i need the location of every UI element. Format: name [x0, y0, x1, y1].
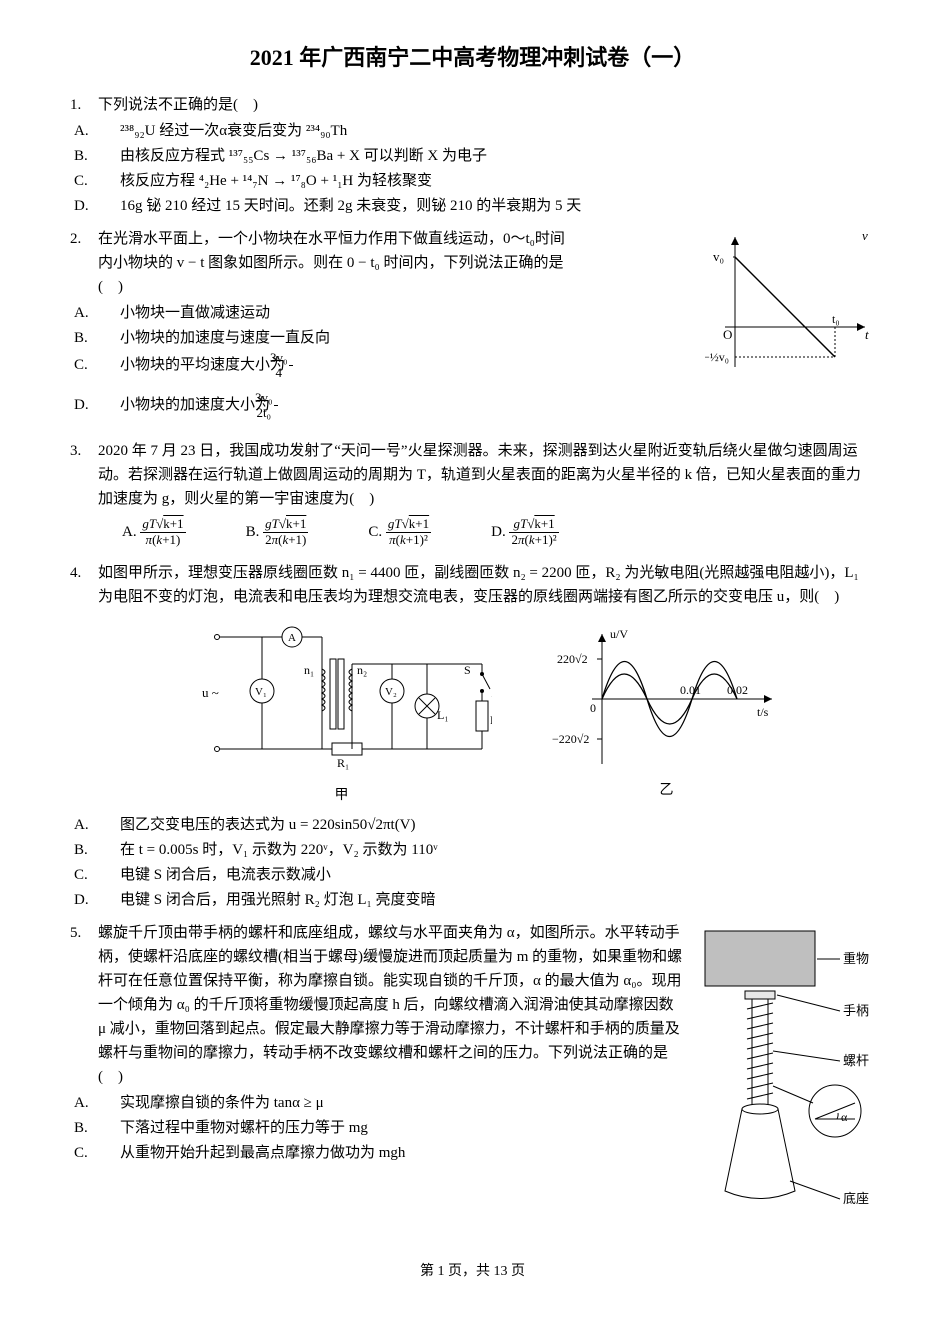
option-D: D.电键 S 闭合后，用强光照射 R₂ 灯泡 L₁ 亮度变暗 — [98, 888, 875, 912]
option-D: D.小物块的加速度大小为 3v₀2t₀ — [98, 391, 695, 421]
question-number: 3. — [70, 439, 98, 553]
svg-text:n₁: n₁ — [304, 663, 314, 677]
question-4: 4. 如图甲所示，理想变压器原线圈匝数 n₁ = 4400 匝，副线圈匝数 n₂… — [70, 561, 875, 913]
option-C: C. gT√k+1π(k+1)² — [368, 517, 431, 547]
option-B: B.在 t = 0.005s 时，V₁ 示数为 220ᵛ，V₂ 示数为 110ᵛ — [98, 838, 875, 862]
option-B: B.下落过程中重物对螺杆的压力等于 mg — [98, 1116, 685, 1140]
svg-text:−½v₀: −½v₀ — [705, 350, 729, 364]
option-A: A.实现摩擦自锁的条件为 tanα ≥ μ — [98, 1091, 685, 1115]
q2-graph: v v₀ O t₀ t −½v₀ — [705, 227, 875, 385]
option-A: A.图乙交变电压的表达式为 u = 220sin50√2πt(V) — [98, 813, 875, 837]
q5-jack-diagram: 重物 手柄 螺杆 — [695, 921, 885, 1229]
option-B: B.小物块的加速度与速度一直反向 — [98, 326, 695, 350]
page-title: 2021 年广西南宁二中高考物理冲刺试卷（一） — [70, 40, 875, 75]
question-3: 3. 2020 年 7 月 23 日，我国成功发射了“天问一号”火星探测器。未来… — [70, 439, 875, 553]
svg-text:0: 0 — [590, 701, 596, 715]
option-B: B.由核反应方程式 ¹³⁷₅₅Cs → ¹³⁷₅₆Ba + X 可以判断 X 为… — [98, 144, 875, 168]
svg-text:V₂: V₂ — [385, 686, 397, 698]
question-stem: 螺旋千斤顶由带手柄的螺杆和底座组成，螺纹与水平面夹角为 α，如图所示。水平转动手… — [98, 921, 685, 1089]
svg-text:v: v — [862, 228, 868, 243]
question-stem: 在光滑水平面上，一个小物块在水平恒力作用下做直线运动，0～t₀时间 内小物块的 … — [98, 227, 695, 299]
svg-text:−220√2: −220√2 — [552, 732, 589, 746]
svg-text:u ~: u ~ — [202, 685, 219, 700]
question-5: 5. 螺旋千斤顶由带手柄的螺杆和底座组成，螺纹与水平面夹角为 α，如图所示。水平… — [70, 921, 875, 1231]
option-D: D.16g 铋 210 经过 15 天时间。还剩 2g 未衰变，则铋 210 的… — [98, 194, 875, 218]
option-C: C.核反应方程 ⁴₂He + ¹⁴₇N → ¹⁷₈O + ¹₁H 为轻核聚变 — [98, 169, 875, 193]
svg-text:底座: 底座 — [843, 1191, 869, 1206]
option-B: B. gT√k+12π(k+1) — [246, 517, 309, 547]
svg-text:R₁: R₁ — [337, 756, 349, 770]
page-footer: 第 1 页，共 13 页 — [70, 1261, 875, 1283]
question-2: 2. 在光滑水平面上，一个小物块在水平恒力作用下做直线运动，0～t₀时间 内小物… — [70, 227, 875, 421]
option-A: A.²³⁸₉₂U 经过一次α衰变后变为 ²³⁴₉₀Th — [98, 119, 875, 143]
svg-text:t/s: t/s — [757, 705, 769, 719]
svg-text:A: A — [288, 632, 296, 644]
svg-text:V₁: V₁ — [255, 686, 267, 698]
option-D: D. gT√k+12π(k+1)² — [491, 517, 559, 547]
svg-text:220√2: 220√2 — [557, 652, 588, 666]
svg-text:0.01: 0.01 — [680, 683, 701, 697]
option-C: C.小物块的平均速度大小为 3v₀4 — [98, 351, 695, 381]
svg-text:v₀: v₀ — [713, 249, 724, 264]
svg-text:0.02: 0.02 — [727, 683, 748, 697]
svg-text:u/V: u/V — [610, 627, 628, 641]
question-stem: 2020 年 7 月 23 日，我国成功发射了“天问一号”火星探测器。未来，探测… — [98, 439, 875, 511]
svg-text:手柄: 手柄 — [843, 1003, 869, 1018]
figure-caption: 甲 — [192, 785, 492, 807]
svg-text:t: t — [865, 327, 869, 342]
svg-text:螺杆: 螺杆 — [843, 1053, 869, 1068]
svg-text:R₂: R₂ — [490, 713, 492, 727]
svg-text:O: O — [723, 327, 732, 342]
option-C: C.电键 S 闭合后，电流表示数减小 — [98, 863, 875, 887]
question-1: 1. 下列说法不正确的是( ) A.²³⁸₉₂U 经过一次α衰变后变为 ²³⁴₉… — [70, 93, 875, 219]
svg-text:n₂: n₂ — [357, 663, 367, 677]
question-stem: 如图甲所示，理想变压器原线圈匝数 n₁ = 4400 匝，副线圈匝数 n₂ = … — [98, 561, 875, 609]
figure-caption: 乙 — [552, 780, 782, 802]
q4-circuit-diagram: A n₁ n₂ — [192, 619, 492, 807]
svg-text:t₀: t₀ — [832, 312, 840, 326]
option-C: C.从重物开始升起到最高点摩擦力做功为 mgh — [98, 1141, 685, 1165]
option-A: A. gT√k+1π(k+1) — [122, 517, 186, 547]
question-number: 5. — [70, 921, 98, 1231]
svg-text:L₁: L₁ — [437, 708, 449, 722]
q4-wave-diagram: 220√2 −220√2 0 0.01 0.02 u/V t/s 乙 — [552, 624, 782, 802]
svg-text:S: S — [464, 663, 471, 677]
option-A: A.小物块一直做减速运动 — [98, 301, 695, 325]
svg-text:α: α — [841, 1110, 848, 1124]
question-stem: 下列说法不正确的是( ) — [98, 93, 875, 117]
svg-text:重物: 重物 — [843, 951, 869, 966]
